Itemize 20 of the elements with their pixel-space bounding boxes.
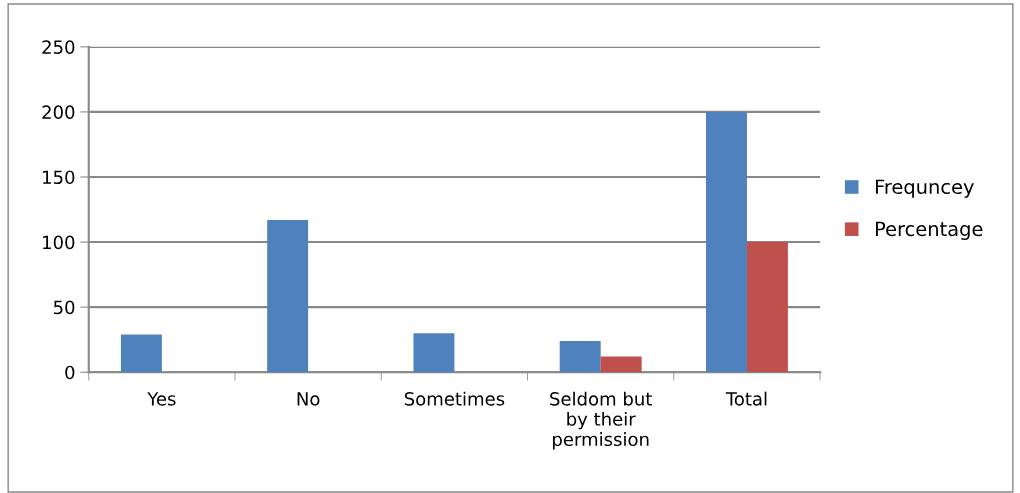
y-tick-label: 100 xyxy=(43,235,75,250)
legend-label: Frequncey xyxy=(875,179,974,198)
bar xyxy=(600,356,642,373)
x-tick-label: Total xyxy=(725,391,767,406)
bar xyxy=(413,333,455,373)
bar xyxy=(705,111,747,373)
x-tick-label: No xyxy=(297,392,320,406)
y-tick-label: 0 xyxy=(65,365,75,380)
y-tick-label: 50 xyxy=(53,300,75,315)
bar xyxy=(746,242,788,373)
x-tick-label: Yes xyxy=(147,392,176,406)
bar xyxy=(559,340,601,373)
y-tick-label: 200 xyxy=(42,105,75,120)
bar xyxy=(267,219,309,373)
bar xyxy=(120,334,162,373)
y-tick-label: 250 xyxy=(42,40,75,54)
x-tick-label: Seldom but by their permission xyxy=(550,391,652,450)
legend-label: Percentage xyxy=(875,221,983,241)
y-tick-label: 150 xyxy=(43,170,75,185)
x-tick-label: Sometimes xyxy=(404,391,505,406)
